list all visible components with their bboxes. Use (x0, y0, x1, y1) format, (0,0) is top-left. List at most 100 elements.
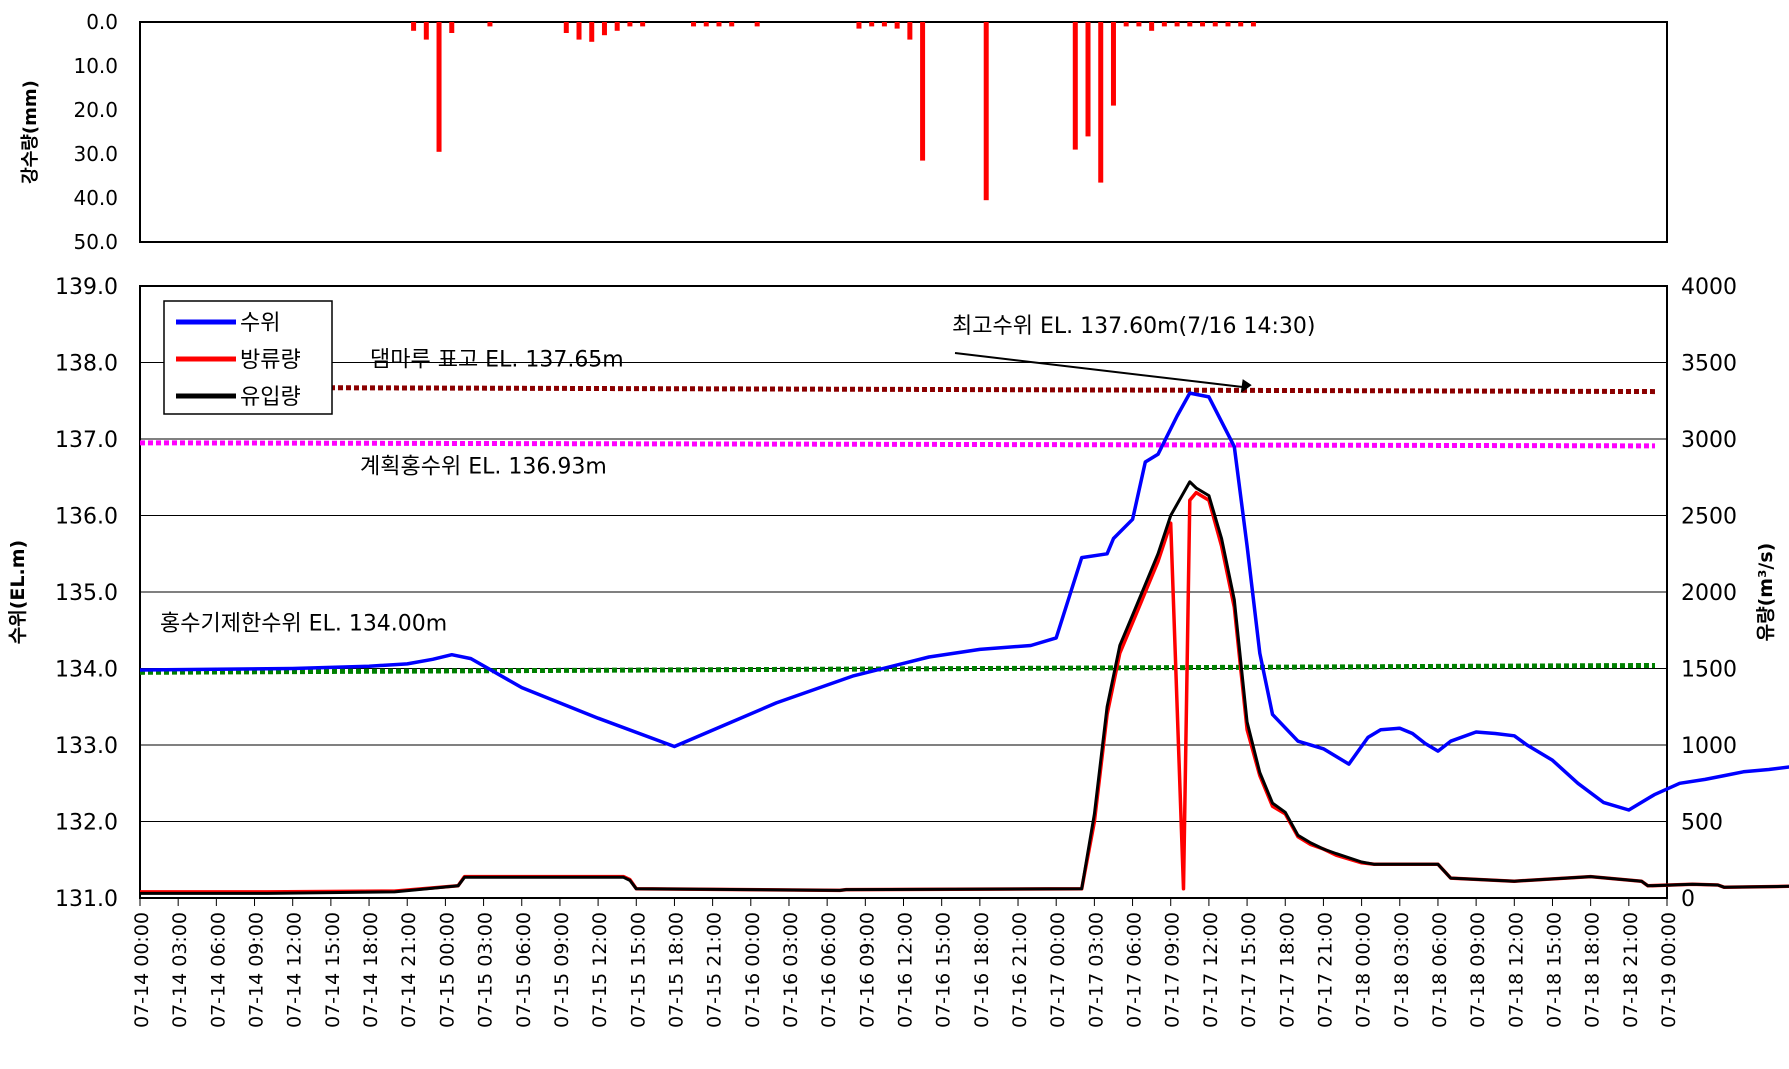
rain-bar (437, 22, 442, 152)
rain-bar (1111, 22, 1116, 106)
x-tick-label: 07-15 21:00 (704, 912, 726, 1028)
y2-axis-label: 유량(m³/s) (1755, 543, 1777, 642)
rain-bar (577, 22, 582, 40)
x-tick-label: 07-17 21:00 (1314, 912, 1336, 1028)
x-tick-label: 07-17 06:00 (1124, 912, 1146, 1028)
y2-tick-label: 3000 (1681, 428, 1737, 453)
rain-bar (1162, 22, 1167, 26)
rain-bar (907, 22, 912, 40)
rain-bar (856, 22, 861, 29)
y-tick-label: 131.0 (55, 887, 118, 912)
rain-bar (729, 22, 734, 26)
rainfall-chart: 0.0 10.0 20.0 30.0 40.0 50.0 강수량(mm) (20, 10, 1667, 254)
x-tick-label: 07-17 18:00 (1276, 912, 1298, 1028)
x-tick-label: 07-15 03:00 (475, 912, 497, 1028)
x-tick-label: 07-15 06:00 (513, 912, 535, 1028)
rain-bar (1136, 22, 1141, 26)
x-tick-label: 07-14 12:00 (284, 912, 306, 1028)
x-tick-label: 07-17 15:00 (1238, 912, 1260, 1028)
x-tick-label: 07-17 00:00 (1047, 912, 1069, 1028)
x-tick-label: 07-16 12:00 (895, 912, 917, 1028)
legend-label: 수위 (240, 311, 280, 336)
annotation-arrow (955, 353, 1244, 387)
reference-line (140, 443, 1655, 446)
rain-bar (1124, 22, 1129, 26)
x-tick-label: 07-15 18:00 (665, 912, 687, 1028)
y-tick-label: 135.0 (55, 581, 118, 606)
water-level-flow-chart: 131.0 132.0 133.0 134.0 135.0 136.0 137.0 138.0… (7, 275, 1789, 1028)
rain-bar (1086, 22, 1091, 136)
y2-tick-label: 1000 (1681, 734, 1737, 759)
x-tick-label: 07-15 15:00 (627, 912, 649, 1028)
rain-bar (1098, 22, 1103, 183)
rain-bar (1073, 22, 1078, 150)
y2-tick-label: 2000 (1681, 581, 1737, 606)
x-tick-label: 07-17 12:00 (1200, 912, 1222, 1028)
x-tick-label: 07-18 03:00 (1391, 912, 1413, 1028)
x-tick-label: 07-18 06:00 (1429, 912, 1451, 1028)
rain-bar (1238, 22, 1243, 26)
rain-bar (869, 22, 874, 26)
rain-bar (487, 22, 492, 26)
x-tick-label: 07-18 15:00 (1543, 912, 1565, 1028)
y2-tick-label: 3500 (1681, 352, 1737, 377)
x-tick-label: 07-14 06:00 (207, 912, 229, 1028)
rain-bar (1200, 22, 1205, 26)
rain-y-tick-label: 40.0 (73, 186, 118, 210)
y2-tick-label: 0 (1681, 887, 1695, 912)
x-tick-label: 07-16 21:00 (1009, 912, 1031, 1028)
y-tick-label: 137.0 (55, 428, 118, 453)
rain-bar (1187, 22, 1192, 26)
rain-y-tick-label: 20.0 (73, 98, 118, 122)
x-tick-label: 07-14 15:00 (322, 912, 344, 1028)
y-tick-label: 138.0 (55, 352, 118, 377)
legend-label: 유입량 (240, 385, 301, 410)
rain-y-tick-label: 0.0 (86, 10, 118, 34)
annotation-label: 최고수위 EL. 137.60m(7/16 14:30) (952, 314, 1315, 339)
series-line (140, 482, 1789, 894)
rain-bar (424, 22, 429, 40)
rain-bar (602, 22, 607, 35)
x-tick-label: 07-17 03:00 (1085, 912, 1107, 1028)
rain-bar (882, 22, 887, 26)
rain-bar (589, 22, 594, 42)
y2-tick-label: 4000 (1681, 275, 1737, 300)
rain-bar (691, 22, 696, 26)
rain-y-tick-label: 10.0 (73, 54, 118, 78)
y-tick-label: 133.0 (55, 734, 118, 759)
x-tick-label: 07-18 12:00 (1505, 912, 1527, 1028)
x-tick-label: 07-16 00:00 (742, 912, 764, 1028)
x-tick-label: 07-16 15:00 (933, 912, 955, 1028)
x-tick-label: 07-16 03:00 (780, 912, 802, 1028)
rain-bar (920, 22, 925, 161)
reference-line-label: 홍수기제한수위 EL. 134.00m (160, 611, 447, 636)
rain-bar (1213, 22, 1218, 26)
rain-bar (704, 22, 709, 26)
rain-y-axis-label: 강수량(mm) (20, 80, 41, 184)
x-tick-label: 07-16 06:00 (818, 912, 840, 1028)
x-tick-label: 07-18 18:00 (1582, 912, 1604, 1028)
x-tick-label: 07-14 18:00 (360, 912, 382, 1028)
y2-tick-label: 2500 (1681, 505, 1737, 530)
x-tick-label: 07-15 09:00 (551, 912, 573, 1028)
rain-bar (984, 22, 989, 200)
y-axis-label: 수위(EL.m) (7, 540, 29, 644)
rain-bar (615, 22, 620, 31)
rain-bar (895, 22, 900, 29)
rain-bar (1175, 22, 1180, 26)
x-tick-label: 07-15 00:00 (436, 912, 458, 1028)
y2-tick-label: 1500 (1681, 658, 1737, 683)
y2-tick-label: 500 (1681, 811, 1723, 836)
x-tick-label: 07-17 09:00 (1162, 912, 1184, 1028)
reference-line-label: 계획홍수위 EL. 136.93m (360, 454, 607, 479)
x-tick-label: 07-18 09:00 (1467, 912, 1489, 1028)
series-line (140, 493, 1789, 892)
rain-bar (1251, 22, 1256, 26)
rain-bar (640, 22, 645, 26)
rain-bar (627, 22, 632, 26)
x-tick-label: 07-18 21:00 (1620, 912, 1642, 1028)
x-tick-label: 07-16 09:00 (856, 912, 878, 1028)
x-tick-label: 07-14 09:00 (246, 912, 268, 1028)
x-tick-label: 07-14 00:00 (131, 912, 153, 1028)
